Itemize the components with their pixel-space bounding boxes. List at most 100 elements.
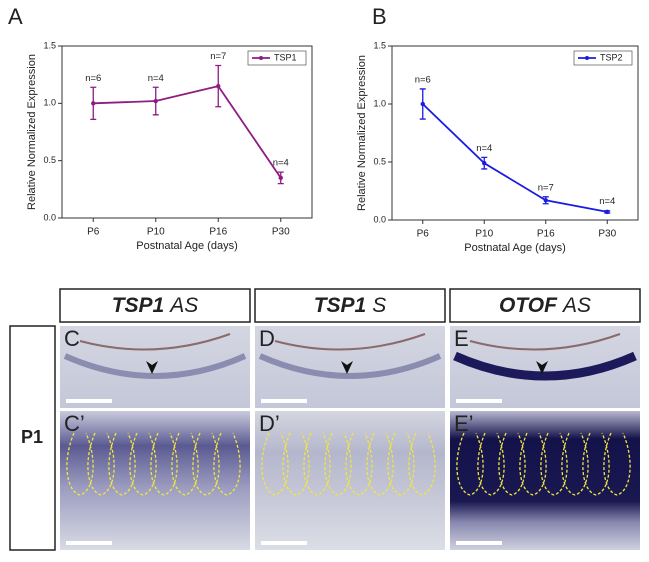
gene-name: OTOF <box>499 294 558 317</box>
x-axis-label: Postnatal Age (days) <box>464 242 566 254</box>
charts: A 0.0 0.5 1.0 1.5 P6 P10 P16 P30 Postnatal Age (d… <box>8 4 639 254</box>
cell-outline <box>108 432 136 496</box>
sample-size: n=6 <box>415 74 431 85</box>
panel-label: D’ <box>259 411 280 436</box>
probe-name: S <box>372 294 386 317</box>
column-header: TSP1 AS <box>112 294 199 317</box>
cell-outline <box>582 432 610 496</box>
x-tick-label: P16 <box>209 227 227 238</box>
cell-outline <box>261 432 289 496</box>
legend-label: TSP2 <box>600 52 623 62</box>
arrowhead <box>146 361 158 374</box>
x-tick-label: P16 <box>537 229 555 240</box>
membrane <box>79 333 231 351</box>
x-tick-label: P30 <box>272 227 290 238</box>
cell-outline <box>66 432 94 496</box>
cell-outline <box>456 432 484 496</box>
column-header-box <box>59 288 251 323</box>
sample-size: n=7 <box>538 182 554 193</box>
gene-name: TSP1 <box>314 294 367 317</box>
y-tick-label: 0.0 <box>373 214 386 224</box>
panel-label: A <box>8 4 23 29</box>
x-tick-label: P6 <box>417 229 430 240</box>
cell-outline <box>477 432 505 496</box>
y-tick-label: 1.0 <box>373 98 386 108</box>
y-tick-label: 0.5 <box>43 155 56 165</box>
membrane <box>469 333 621 351</box>
scale-bar <box>261 399 307 403</box>
y-tick-label: 1.5 <box>373 40 386 50</box>
line-series <box>422 103 608 213</box>
marker <box>216 83 221 89</box>
x-tick-label: P10 <box>475 229 493 240</box>
cell-outline <box>498 432 526 496</box>
legend-box <box>573 50 633 66</box>
column-header-box <box>254 288 446 323</box>
cell-outline <box>408 432 436 496</box>
x-tick-label: P6 <box>87 227 100 238</box>
cell-outline <box>519 432 547 496</box>
panel-label: B <box>372 4 387 29</box>
marker <box>278 175 283 181</box>
legend-marker <box>585 56 589 60</box>
cell-outline <box>282 432 310 496</box>
sample-size: n=4 <box>599 196 615 207</box>
panel-label: E <box>454 326 469 351</box>
tissue-band <box>258 353 442 379</box>
column-header-box <box>449 288 641 323</box>
sample-size: n=6 <box>85 73 101 84</box>
y-tick-label: 0.5 <box>373 156 386 166</box>
cell-outline <box>129 432 157 496</box>
panel-label: E’ <box>454 411 474 436</box>
scale-bar <box>66 399 112 403</box>
marker <box>482 160 487 166</box>
column-header: TSP1 S <box>314 294 387 317</box>
cell-outline <box>192 432 220 496</box>
line-series <box>93 85 282 179</box>
cell-outline <box>345 432 373 496</box>
gene-name: TSP1 <box>112 294 165 317</box>
cell-outline <box>150 432 178 496</box>
column-header: OTOF AS <box>499 294 591 317</box>
probe-name: AS <box>561 294 591 317</box>
cell-outline <box>603 432 631 496</box>
arrowhead <box>341 361 353 374</box>
marker <box>153 98 158 104</box>
marker <box>420 101 425 107</box>
sample-size: n=4 <box>476 143 492 154</box>
y-tick-label: 1.5 <box>43 40 56 50</box>
cell-outline <box>171 432 199 496</box>
probe-name: AS <box>168 294 198 317</box>
panel-label: D <box>259 326 275 351</box>
sample-size: n=4 <box>273 158 289 169</box>
tissue-band <box>453 351 637 381</box>
cell-outline <box>561 432 589 496</box>
y-axis-label: Relative Normalized Expression <box>356 55 368 211</box>
tissue-band <box>63 353 247 379</box>
legend-marker <box>259 56 263 60</box>
cell-outline <box>324 432 352 496</box>
cell-outline <box>387 432 415 496</box>
panel-label: C’ <box>64 411 85 436</box>
sample-size: n=7 <box>210 51 226 62</box>
cell-outline <box>366 432 394 496</box>
marker <box>605 209 610 215</box>
y-tick-label: 0.0 <box>43 212 56 222</box>
panel-label: C <box>64 326 80 351</box>
y-axis-label: Relative Normalized Expression <box>26 54 38 210</box>
x-axis-label: Postnatal Age (days) <box>136 240 238 252</box>
sample-size: n=4 <box>148 73 164 84</box>
legend-label: TSP1 <box>274 52 297 62</box>
plot-frame <box>61 45 313 219</box>
plot-frame <box>391 45 639 221</box>
row-label-box <box>9 325 56 551</box>
row-label: P1 <box>21 427 43 447</box>
scale-bar <box>456 541 502 545</box>
arrowhead <box>536 361 548 374</box>
cell-outline <box>303 432 331 496</box>
legend-box <box>247 50 307 66</box>
cell-outline <box>540 432 568 496</box>
marker <box>91 101 96 106</box>
